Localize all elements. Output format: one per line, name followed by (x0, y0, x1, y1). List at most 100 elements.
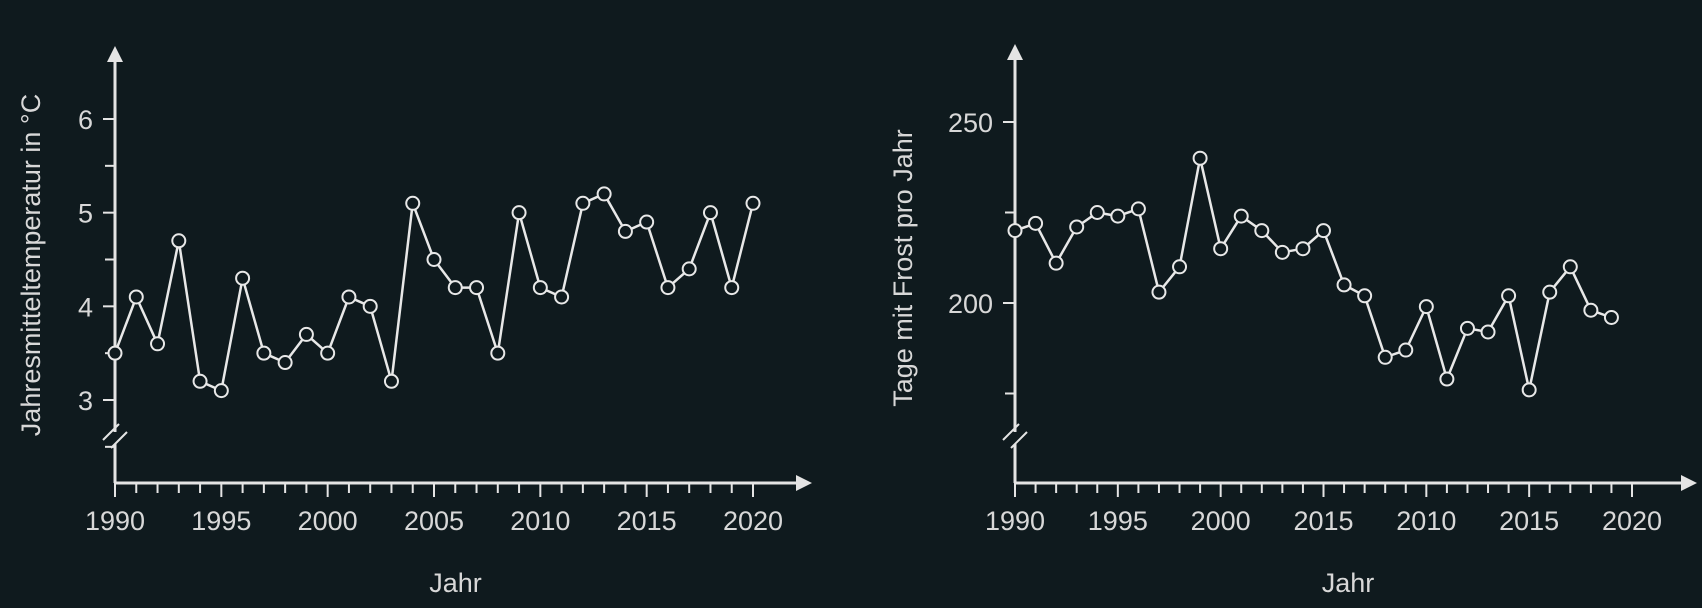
chart1-x-axis-title: Jahr (1322, 568, 1375, 598)
chart1-data-point (1151, 284, 1167, 300)
chart0-series-line (113, 192, 755, 392)
chart1-x-tick-label: 2010 (1396, 506, 1456, 536)
chart1-data-point (1357, 288, 1373, 304)
chart0-x-tick-label: 2010 (510, 506, 570, 536)
chart0-data-point (128, 289, 144, 305)
chart0-x-tick-label: 2005 (404, 506, 464, 536)
chart0-data-point (681, 261, 697, 277)
chart1-data-point (1603, 309, 1619, 325)
chart0-axis-break-mark (110, 431, 128, 449)
chart1-x-tick-label: 2015 (1293, 506, 1353, 536)
chart0-data-point (660, 280, 676, 296)
chart1-data-point (1398, 342, 1414, 358)
chart1-data-point (1583, 302, 1599, 318)
chart0-y-tick-label: 3 (78, 386, 93, 416)
chart1-axis-break-gap (1003, 432, 1027, 444)
chart1-x-tick-label: 1995 (1088, 506, 1148, 536)
chart1-data-point (1439, 371, 1455, 387)
chart0-data-point (150, 336, 166, 352)
chart1-data-point (1048, 255, 1064, 271)
chart1-data-point (1336, 277, 1352, 293)
chart1-axis-break-mark (1010, 431, 1028, 449)
chart0-data-point (554, 289, 570, 305)
chart1-x-tick-label: 1990 (985, 506, 1045, 536)
chart1-data-point (1069, 219, 1085, 235)
chart0-data-point (256, 345, 272, 361)
chart0-data-point (320, 345, 336, 361)
chart1-y-axis-title: Tage mit Frost pro Jahr (888, 129, 918, 407)
chart1-data-point (1562, 259, 1578, 275)
chart1-data-point (1213, 241, 1229, 257)
chart1-data-point (1254, 223, 1270, 239)
chart0-data-point (235, 270, 251, 286)
chart0-data-point (575, 195, 591, 211)
chart0-data-point (490, 345, 506, 361)
chart0-x-tick-label: 2015 (617, 506, 677, 536)
chart0-x-tick-label: 2020 (723, 506, 783, 536)
chart1-data-point (1172, 259, 1188, 275)
chart0-y-axis-title: Jahresmitteltemperatur in °C (16, 94, 46, 436)
chart0-data-point (596, 186, 612, 202)
chart1-data-point (1418, 299, 1434, 315)
chart0-x-tick-label: 2000 (298, 506, 358, 536)
chart0-x-tick-label: 1990 (85, 506, 145, 536)
chart0-x-tick-label: 1995 (191, 506, 251, 536)
chart0-data-point (745, 195, 761, 211)
chart0-data-point (447, 280, 463, 296)
chart0-axis-break-mark (102, 423, 120, 441)
chart0-y-tick-label: 6 (78, 105, 93, 135)
chart0-data-point (341, 289, 357, 305)
chart1-axis-break-mark (1002, 423, 1020, 441)
chart1-series-line (1014, 156, 1612, 392)
chart0-data-point (532, 280, 548, 296)
chart1-data-point (1110, 208, 1126, 224)
chart1-x-tick-label: 2000 (1191, 506, 1251, 536)
chart1-data-point (1233, 208, 1249, 224)
chart1-x-tick-label: 2015 (1499, 506, 1559, 536)
chart0-data-point (298, 326, 314, 342)
chart1-data-point (1192, 150, 1208, 166)
chart-temperature: 1990 1995 2000 2005 2010 2015 2020 3 4 5 6 Jahr Jahr… (16, 46, 812, 598)
chart0-data-point (171, 233, 187, 249)
chart0-x-axis-title: Jahr (429, 568, 482, 598)
chart0-data-point (426, 252, 442, 267)
chart1-x-axis-arrow (1681, 475, 1697, 491)
chart1-data-point (1274, 244, 1290, 260)
chart0-data-point (724, 280, 740, 296)
chart1-data-point (1007, 223, 1023, 239)
chart0-data-point (277, 355, 293, 371)
chart1-data-point (1521, 382, 1537, 398)
chart0-data-point (511, 205, 527, 221)
chart0-y-tick-label: 4 (78, 292, 93, 322)
chart0-data-point (192, 373, 208, 389)
chart1-data-point (1316, 223, 1331, 239)
chart0-data-point (469, 280, 485, 296)
chart1-data-point (1480, 324, 1496, 340)
chart1-data-point (1501, 288, 1517, 304)
chart1-y-axis-arrow (1007, 44, 1023, 60)
chart0-x-axis-arrow (796, 475, 812, 491)
chart0-data-point (213, 383, 229, 399)
chart0-data-point (639, 214, 655, 230)
chart1-data-point (1295, 241, 1311, 257)
chart1-x-tick-label: 2020 (1602, 506, 1662, 536)
chart0-data-point (383, 373, 399, 389)
chart0-y-tick-label: 5 (78, 199, 93, 229)
chart0-data-point (702, 205, 718, 221)
chart1-data-point (1459, 320, 1475, 336)
chart1-data-point (1130, 201, 1146, 217)
chart0-data-point (405, 195, 421, 211)
chart0-axis-break-gap (103, 432, 127, 444)
chart1-y-tick-label: 200 (948, 289, 993, 319)
chart1-data-point (1377, 349, 1393, 365)
chart1-data-point (1089, 205, 1105, 220)
chart1-data-point (1542, 284, 1558, 300)
chart0-data-point (362, 298, 378, 314)
chart1-y-tick-label: 250 (948, 108, 993, 138)
chart0-data-point (107, 345, 123, 361)
chart0-data-point (617, 223, 633, 239)
chart0-y-axis-arrow (107, 46, 123, 62)
chart-frost-days: 1990 1995 2000 2015 2010 2015 2020 200 250 Jahr Ta… (888, 44, 1697, 598)
